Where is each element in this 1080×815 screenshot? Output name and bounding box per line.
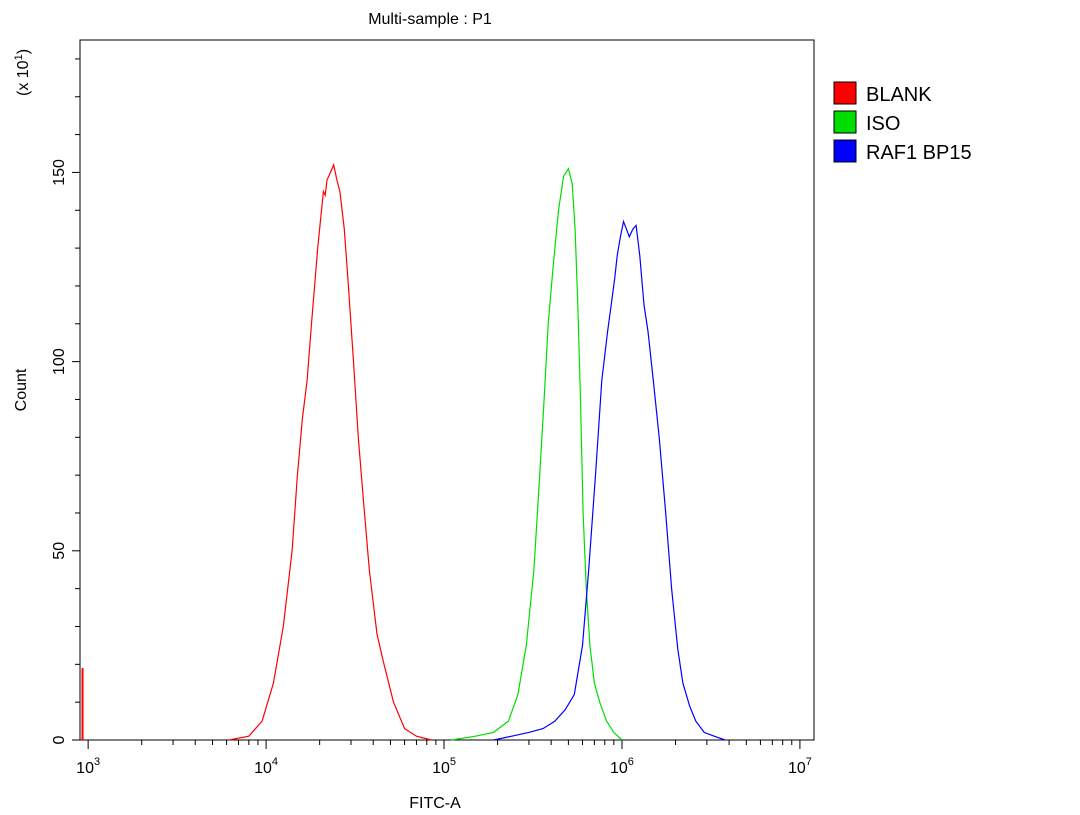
series-line [451,167,623,741]
x-tick-label: 105 [432,756,456,777]
y-axis-label: Count [13,368,30,411]
x-axis-ticks: 103 104 105 106 107 [76,740,812,777]
legend-swatch [833,81,857,105]
y-tick-label: 150 [51,159,68,186]
chart-title: Multi-sample : P1 [368,11,492,28]
x-tick-label: 104 [254,756,278,777]
y-tick-label: 50 [51,542,68,560]
x-tick-label: 106 [610,756,634,777]
y-tick-label: 0 [51,735,68,744]
plot-area [79,39,815,741]
y-multiplier-label: (x 101) [13,49,32,96]
y-tick-label: 100 [51,348,68,375]
x-tick-label: 103 [76,756,100,777]
x-tick-label: 107 [788,756,812,777]
series-line [228,162,432,741]
legend: BLANK ISO RAF1 BP15 [833,81,972,164]
series-line [493,219,726,741]
y-multiplier-close: ) [15,49,32,54]
y-multiplier-exponent: 1 [13,54,25,60]
y-axis-ticks: 0 50 100 150 [51,58,80,744]
legend-label: BLANK [866,84,932,106]
legend-swatch [833,139,857,163]
series-lines [81,162,726,741]
x-axis-label: FITC-A [409,795,461,812]
legend-swatch [833,110,857,134]
legend-label: RAF1 BP15 [866,142,972,164]
y-multiplier-prefix: (x 10 [15,60,32,96]
legend-label: ISO [866,113,900,135]
